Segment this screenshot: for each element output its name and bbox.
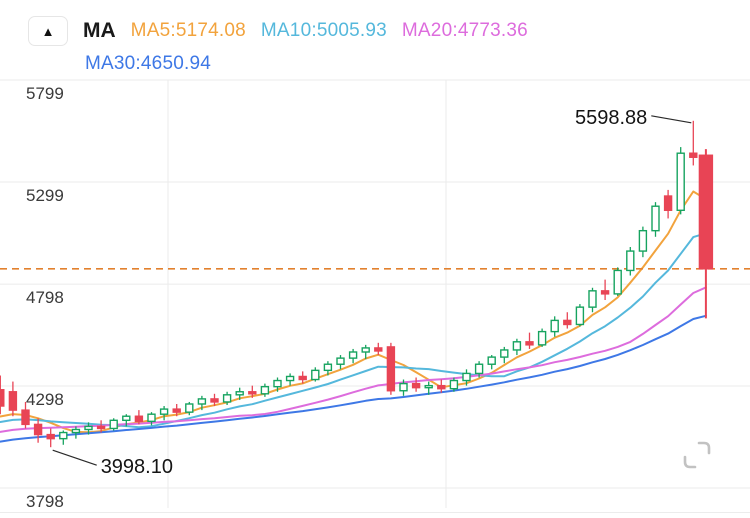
candle-body: [474, 363, 484, 375]
candle-body: [222, 394, 232, 403]
ma30-line: [0, 314, 707, 443]
candle-body: [487, 356, 496, 365]
ma20-line: [0, 286, 707, 433]
candle-body: [374, 347, 383, 352]
candle-body: [0, 389, 5, 407]
candle-body: [323, 363, 333, 372]
candle-body: [399, 382, 408, 392]
candle-body: [159, 408, 169, 415]
corner-brackets-icon: [683, 441, 711, 469]
indicator-header: ▲ MA MA5:5174.08 MA10:5005.93 MA20:4773.…: [28, 16, 528, 75]
candle-body: [122, 415, 131, 422]
high-annotation-label: 5598.88: [575, 107, 647, 129]
candle-body: [298, 375, 307, 381]
candle-body: [638, 229, 648, 252]
candle-body: [59, 431, 68, 440]
candle-body: [46, 433, 55, 440]
candle-body: [210, 398, 219, 403]
y-axis-label: 4798: [26, 288, 64, 307]
ma10-line: [0, 232, 707, 429]
candle-body: [8, 391, 18, 411]
candle-body: [512, 341, 522, 351]
indicator-label: MA: [83, 19, 116, 42]
candle-body: [550, 319, 559, 333]
low-annotation-pointer: [52, 449, 97, 466]
ma10-value: MA10:5005.93: [260, 20, 387, 41]
candle-body: [537, 330, 547, 346]
indicator-collapse-button[interactable]: ▲: [28, 16, 68, 46]
candle-body: [185, 403, 194, 413]
candle-body: [588, 290, 597, 308]
candle-body: [449, 379, 459, 390]
candle-body: [336, 357, 345, 365]
low-annotation-label: 3998.10: [101, 456, 173, 478]
candle-body: [525, 341, 534, 346]
ma5-value: MA5:5174.08: [130, 20, 246, 41]
indicator-row-2: MA30:4650.94: [85, 53, 528, 75]
expand-button[interactable]: [680, 438, 714, 472]
triangle-up-icon: ▲: [41, 23, 55, 39]
candle-body: [563, 319, 572, 326]
ma20-value: MA20:4773.36: [401, 20, 528, 41]
candle-body: [698, 154, 714, 270]
candle-body: [424, 384, 433, 389]
candle-body: [500, 349, 509, 358]
candle-body: [147, 413, 156, 423]
candle-body: [21, 409, 30, 426]
candle-body: [109, 419, 118, 430]
candle-body: [575, 306, 585, 326]
candle-body: [84, 425, 93, 431]
candle-body: [33, 423, 43, 436]
y-axis-label: 4298: [26, 390, 64, 409]
candle-body: [348, 351, 358, 359]
candle-body: [311, 369, 320, 381]
candle-body: [386, 346, 396, 392]
candle-body: [273, 379, 282, 388]
candle-body: [134, 415, 144, 423]
candle-body: [437, 384, 446, 390]
candle-body: [71, 428, 81, 434]
candle-body: [676, 152, 685, 211]
ma30-value: MA30:4650.94: [85, 53, 211, 74]
candle-body: [361, 347, 370, 353]
ma5-line: [0, 190, 707, 434]
candle-body: [626, 250, 635, 272]
y-axis-label: 5799: [26, 84, 64, 103]
candle-body: [235, 391, 244, 396]
y-axis-label: 5299: [26, 186, 64, 205]
candle-body: [285, 375, 295, 382]
candle-body: [260, 385, 270, 395]
candle-body: [411, 382, 421, 389]
candle-body: [462, 372, 471, 382]
bottom-separator: [0, 512, 750, 513]
candle-body: [689, 152, 698, 158]
indicator-row: ▲ MA MA5:5174.08 MA10:5005.93 MA20:4773.…: [28, 16, 528, 46]
candle-body: [172, 408, 181, 413]
candle-body: [248, 391, 257, 395]
candle-body: [663, 195, 673, 211]
y-axis-label: 3798: [26, 492, 64, 511]
high-annotation-pointer: [651, 115, 692, 124]
candle-body: [651, 205, 660, 232]
candle-body: [600, 290, 610, 295]
candle-body: [613, 269, 622, 295]
candle-body: [197, 398, 207, 405]
candle-body: [96, 425, 106, 430]
